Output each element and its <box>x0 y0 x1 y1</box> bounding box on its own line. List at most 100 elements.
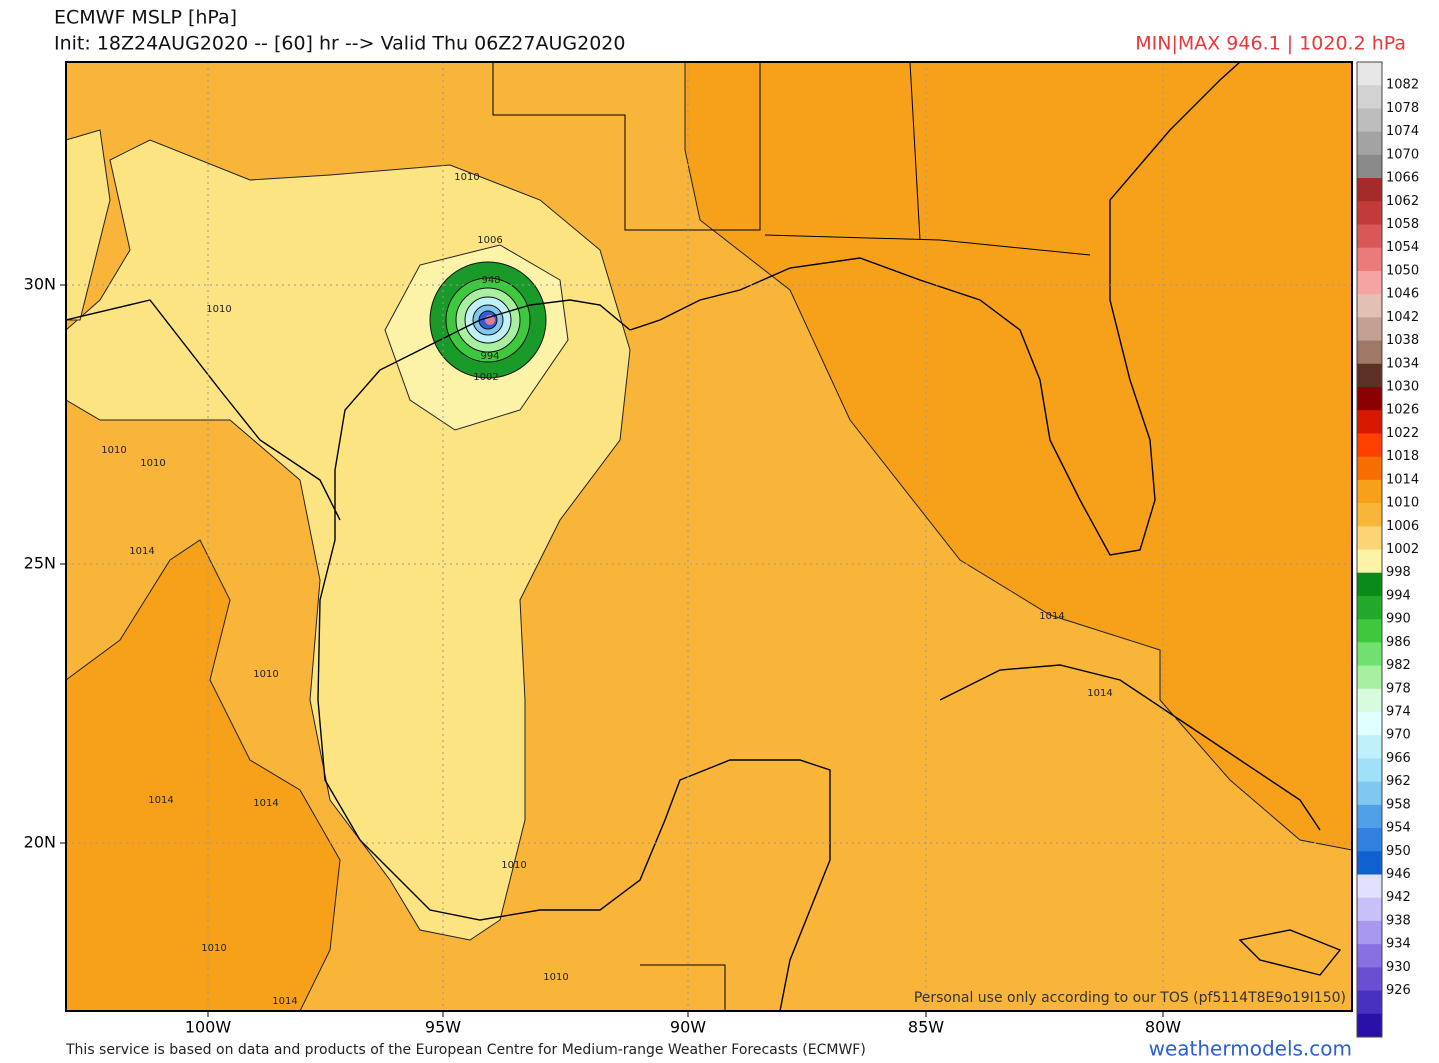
colorbar-label: 1082 <box>1386 78 1419 93</box>
min-max: MIN|MAX 946.1 | 1020.2 hPa <box>1135 33 1406 55</box>
colorbar-label: 978 <box>1386 681 1411 696</box>
contour-label: 994 <box>480 351 499 362</box>
contour-label: 948 <box>481 275 500 286</box>
colorbar-swatch <box>1357 363 1382 388</box>
contour-label: 1010 <box>253 669 278 680</box>
colorbar-swatch <box>1357 595 1382 620</box>
colorbar-swatch <box>1357 201 1382 225</box>
colorbar-label: 994 <box>1386 588 1411 603</box>
colorbar-label: 1014 <box>1386 472 1419 487</box>
contour-label: 1002 <box>473 372 498 383</box>
colorbar-label: 1074 <box>1386 124 1419 139</box>
lat-label: 25N <box>24 554 56 573</box>
site: weathermodels.com <box>1149 1037 1352 1061</box>
colorbar-label: 1078 <box>1386 101 1419 116</box>
contour-label: 1010 <box>140 458 165 469</box>
colorbar-swatch <box>1357 735 1382 759</box>
colorbar-swatch <box>1357 85 1382 109</box>
contour-labels: 1010 1006 948 994 1002 1010 1010 1010 1014 1010 10… <box>101 172 1112 1007</box>
colorbar-label: 1026 <box>1386 403 1419 418</box>
colorbar-label: 990 <box>1386 612 1411 627</box>
colorbar-label: 946 <box>1386 867 1411 882</box>
colorbar-swatch <box>1357 920 1382 945</box>
colorbar-label: 942 <box>1386 890 1411 905</box>
colorbar-label: 1006 <box>1386 519 1419 534</box>
colorbar-label: 958 <box>1386 797 1411 812</box>
contour-label: 1014 <box>1087 688 1112 699</box>
contour-label: 1014 <box>272 996 297 1007</box>
colorbar-swatch <box>1357 619 1382 643</box>
colorbar-label: 934 <box>1386 937 1411 952</box>
colorbar-swatch <box>1357 572 1382 597</box>
colorbar-label: 974 <box>1386 705 1411 720</box>
colorbar-label: 998 <box>1386 565 1411 580</box>
colorbar-swatch <box>1357 1013 1382 1038</box>
notice: Personal use only according to our TOS (… <box>914 990 1346 1006</box>
colorbar-swatch <box>1357 154 1382 179</box>
contour-label: 1014 <box>129 546 154 557</box>
colorbar-label: 1018 <box>1386 449 1419 464</box>
colorbar-label: 1050 <box>1386 263 1419 278</box>
colorbar-swatch <box>1357 944 1382 968</box>
credit: This service is based on data and produc… <box>65 1042 866 1058</box>
lon-label: 85W <box>908 1018 944 1037</box>
colorbar-label: 1066 <box>1386 171 1419 186</box>
colorbar-swatch <box>1357 712 1382 736</box>
colorbar-swatch <box>1357 781 1382 806</box>
contour-label: 1010 <box>454 172 479 183</box>
contour-label: 1010 <box>501 860 526 871</box>
colorbar-swatch <box>1357 294 1382 318</box>
colorbar-label: 1058 <box>1386 217 1419 232</box>
lon-label: 95W <box>425 1018 461 1037</box>
colorbar-label: 1034 <box>1386 356 1419 371</box>
colorbar-swatch <box>1357 851 1382 875</box>
borders <box>492 62 1091 1011</box>
contour-label: 1010 <box>206 304 231 315</box>
colorbar-label: 1054 <box>1386 240 1419 255</box>
map-frame <box>65 61 1353 1012</box>
colorbar-label: 982 <box>1386 658 1411 673</box>
colorbar-swatch <box>1357 897 1382 922</box>
colorbar-label: 926 <box>1386 983 1411 998</box>
colorbar-swatch <box>1357 804 1382 829</box>
contour-label: 1010 <box>543 972 568 983</box>
colorbar-label: 930 <box>1386 960 1411 975</box>
colorbar-swatch <box>1357 526 1382 550</box>
colorbar-label: 1010 <box>1386 496 1419 511</box>
colorbar-swatch <box>1357 433 1382 458</box>
colorbar-swatch <box>1357 317 1382 342</box>
colorbar-swatch <box>1357 270 1382 295</box>
lat-label: 20N <box>24 833 56 852</box>
colorbar-swatch <box>1357 456 1382 481</box>
colorbar-swatch <box>1357 665 1382 690</box>
colorbar: 1082 1078 1074 1070 1066 1062 1058 1054 1050 1046… <box>1356 61 1419 1038</box>
colorbar-swatch <box>1357 688 1382 713</box>
colorbar-swatch <box>1357 503 1382 527</box>
colorbar-swatch <box>1357 410 1382 434</box>
lat-label: 30N <box>24 275 56 294</box>
colorbar-label: 1030 <box>1386 380 1419 395</box>
colorbar-label: 1002 <box>1386 542 1419 557</box>
colorbar-label: 1042 <box>1386 310 1419 325</box>
colorbar-swatch <box>1357 874 1382 899</box>
colorbar-label: 1046 <box>1386 287 1419 302</box>
colorbar-label: 938 <box>1386 913 1411 928</box>
colorbar-swatch <box>1357 758 1382 783</box>
colorbar-swatch <box>1357 62 1382 86</box>
lon-label: 80W <box>1145 1018 1181 1037</box>
axis-labels: 30N 25N 20N 100W 95W 90W 85W 80W <box>24 275 1182 1037</box>
contour-label: 1014 <box>148 795 173 806</box>
colorbar-swatch <box>1357 479 1382 504</box>
colorbar-label: 970 <box>1386 728 1411 743</box>
colorbar-label: 950 <box>1386 844 1411 859</box>
colorbar-swatch <box>1357 340 1382 365</box>
contour-label: 1006 <box>477 235 502 246</box>
contour-label: 1014 <box>1039 611 1064 622</box>
colorbar-label: 1062 <box>1386 194 1419 209</box>
coastlines <box>66 62 1342 1011</box>
colorbar-label: 954 <box>1386 821 1411 836</box>
colorbar-label: 966 <box>1386 751 1411 766</box>
colorbar-swatch <box>1357 131 1382 156</box>
